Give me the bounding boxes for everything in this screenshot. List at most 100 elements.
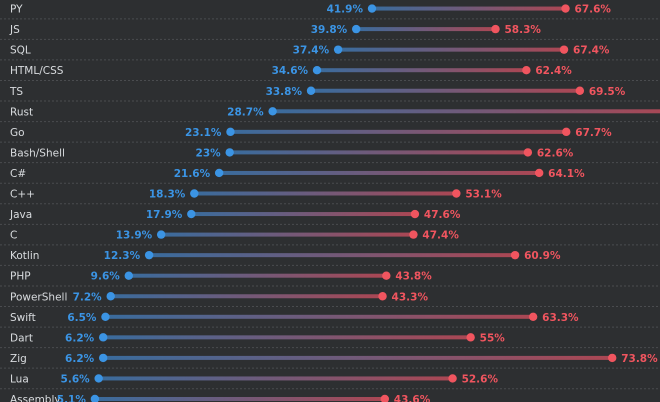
- range-bar: [149, 253, 516, 258]
- right-value-label: 62.6%: [537, 147, 574, 159]
- left-value-label: 39.8%: [311, 24, 348, 36]
- range-bar: [372, 6, 566, 11]
- left-value-label: 12.3%: [104, 250, 141, 262]
- chart-row: C# 21.6% 64.1%: [0, 168, 660, 184]
- right-point: [561, 4, 570, 13]
- category-label: PHP: [10, 271, 31, 283]
- range-bar: [98, 376, 453, 381]
- category-label: Dart: [10, 332, 33, 344]
- category-label: PY: [10, 4, 23, 16]
- right-point: [528, 312, 538, 321]
- range-bar: [230, 129, 567, 134]
- left-point: [226, 127, 235, 137]
- right-value-label: 43.3%: [392, 291, 429, 303]
- left-value-label: 28.7%: [227, 106, 264, 118]
- right-point: [409, 230, 418, 239]
- left-value-label: 6.2%: [65, 353, 95, 365]
- left-point: [156, 230, 166, 239]
- right-point: [448, 374, 457, 383]
- left-value-label: 7.2%: [73, 291, 103, 303]
- right-point: [510, 250, 520, 260]
- right-point: [562, 127, 571, 137]
- right-value-label: 53.1%: [465, 189, 502, 201]
- chart-row: C++ 18.3% 53.1%: [0, 189, 660, 205]
- range-bar: [229, 150, 528, 155]
- left-point: [94, 374, 103, 383]
- chart-row: SQL 37.4% 67.4%: [0, 45, 660, 61]
- right-value-label: 67.4%: [573, 45, 610, 57]
- chart-row: PowerShell 7.2% 43.3%: [0, 291, 660, 308]
- right-value-label: 67.7%: [575, 127, 612, 139]
- right-value-label: 43.6%: [394, 394, 431, 402]
- category-label: HTML/CSS: [10, 65, 64, 77]
- right-point: [534, 168, 544, 178]
- left-point: [144, 250, 154, 260]
- left-point: [367, 4, 377, 13]
- category-label: JS: [9, 24, 20, 36]
- left-point: [312, 66, 322, 75]
- right-value-label: 73.8%: [621, 353, 658, 365]
- left-value-label: 5.6%: [61, 373, 91, 385]
- right-point: [452, 189, 461, 198]
- chart-row: Java 17.9% 47.6%: [0, 209, 660, 225]
- chart-row: Bash/Shell 23% 62.6%: [0, 147, 660, 164]
- chart-row: Swift 6.5% 63.3%: [0, 312, 660, 328]
- category-label: Assembly: [10, 394, 61, 402]
- right-value-label: 62.4%: [535, 65, 572, 77]
- right-point: [522, 66, 531, 75]
- right-point: [608, 353, 617, 363]
- left-value-label: 17.9%: [146, 209, 183, 221]
- right-value-label: 43.8%: [395, 271, 432, 283]
- category-label: C: [10, 230, 17, 242]
- right-value-label: 58.3%: [504, 24, 541, 36]
- category-label: C++: [10, 189, 35, 201]
- left-value-label: 18.3%: [149, 189, 186, 201]
- range-bar: [105, 314, 534, 319]
- right-value-label: 55%: [480, 332, 506, 344]
- right-point: [466, 333, 475, 342]
- category-label: Kotlin: [10, 250, 39, 262]
- category-label: Swift: [10, 312, 36, 324]
- left-value-label: 41.9%: [327, 4, 364, 16]
- category-label: Java: [9, 209, 32, 221]
- right-value-label: 67.6%: [575, 4, 612, 16]
- left-point: [225, 148, 234, 157]
- right-point: [382, 271, 391, 280]
- range-bar: [103, 335, 471, 340]
- left-value-label: 21.6%: [174, 168, 211, 180]
- right-value-label: 47.6%: [424, 209, 461, 221]
- chart-row: JS 39.8% 58.3%: [0, 24, 660, 40]
- left-point: [90, 394, 100, 402]
- left-value-label: 6.2%: [65, 332, 95, 344]
- category-label: Bash/Shell: [10, 147, 65, 159]
- category-label: SQL: [10, 45, 31, 57]
- range-bar: [128, 273, 387, 278]
- range-bar: [194, 191, 457, 196]
- left-value-label: 9.6%: [91, 271, 121, 283]
- chart-row: PHP 9.6% 43.8%: [0, 271, 660, 287]
- left-point: [190, 189, 199, 198]
- category-label: Rust: [10, 106, 33, 118]
- right-value-label: 52.6%: [462, 373, 499, 385]
- range-bar: [191, 212, 415, 217]
- left-value-label: 13.9%: [116, 230, 153, 242]
- range-bar: [338, 47, 565, 52]
- chart-row: Kotlin 12.3% 60.9%: [0, 250, 660, 266]
- chart-row: Go 23.1% 67.7%: [0, 127, 660, 143]
- category-label: Go: [10, 127, 25, 139]
- chart-row: Lua 5.6% 52.6%: [0, 373, 660, 390]
- category-label: PowerShell: [10, 291, 67, 303]
- range-bar: [94, 397, 385, 401]
- left-value-label: 5.1%: [57, 394, 87, 402]
- category-label: C#: [10, 168, 26, 180]
- chart-row: TS 33.8% 69.5%: [0, 86, 660, 102]
- right-point: [410, 209, 420, 219]
- right-value-label: 69.5%: [589, 86, 626, 98]
- chart-row: PY 41.9% 67.6%: [0, 4, 660, 20]
- left-point: [268, 107, 277, 116]
